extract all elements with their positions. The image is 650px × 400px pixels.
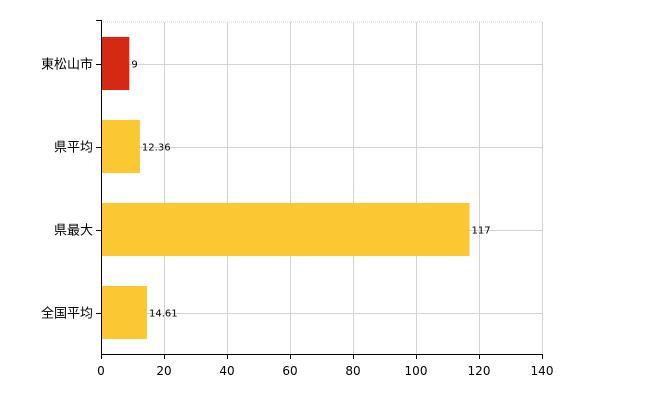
x-tick-label-1: 20: [156, 364, 171, 378]
bar-0: [101, 36, 130, 91]
data-label-2: 117: [472, 226, 491, 237]
data-label-3: 14.61: [149, 309, 178, 320]
data-label-0: 9: [131, 60, 137, 71]
category-label-1: 県平均: [54, 141, 93, 156]
x-tick-label-7: 140: [531, 364, 554, 378]
category-label-0: 東松山市: [41, 57, 93, 73]
x-tick-label-5: 100: [405, 364, 428, 378]
category-label-2: 県最大: [54, 224, 93, 239]
x-tick-label-0: 0: [97, 364, 105, 378]
x-tick-label-3: 60: [282, 364, 297, 378]
data-label-1: 12.36: [142, 143, 171, 154]
category-label-3: 全国平均: [41, 306, 93, 322]
x-tick-label-4: 80: [345, 364, 360, 378]
bar-3: [101, 285, 148, 340]
axes: [96, 20, 543, 359]
bar-2: [101, 202, 470, 257]
bars: [101, 36, 470, 340]
bar-1: [101, 119, 140, 174]
grid-lines: [101, 21, 543, 354]
x-tick-label-6: 120: [468, 364, 491, 378]
labels: 9 東松山市 12.36 県平均 117 県最大 14.61 全国平均 0 20 40 60 80 100…: [41, 57, 553, 379]
x-tick-label-2: 40: [219, 364, 234, 378]
